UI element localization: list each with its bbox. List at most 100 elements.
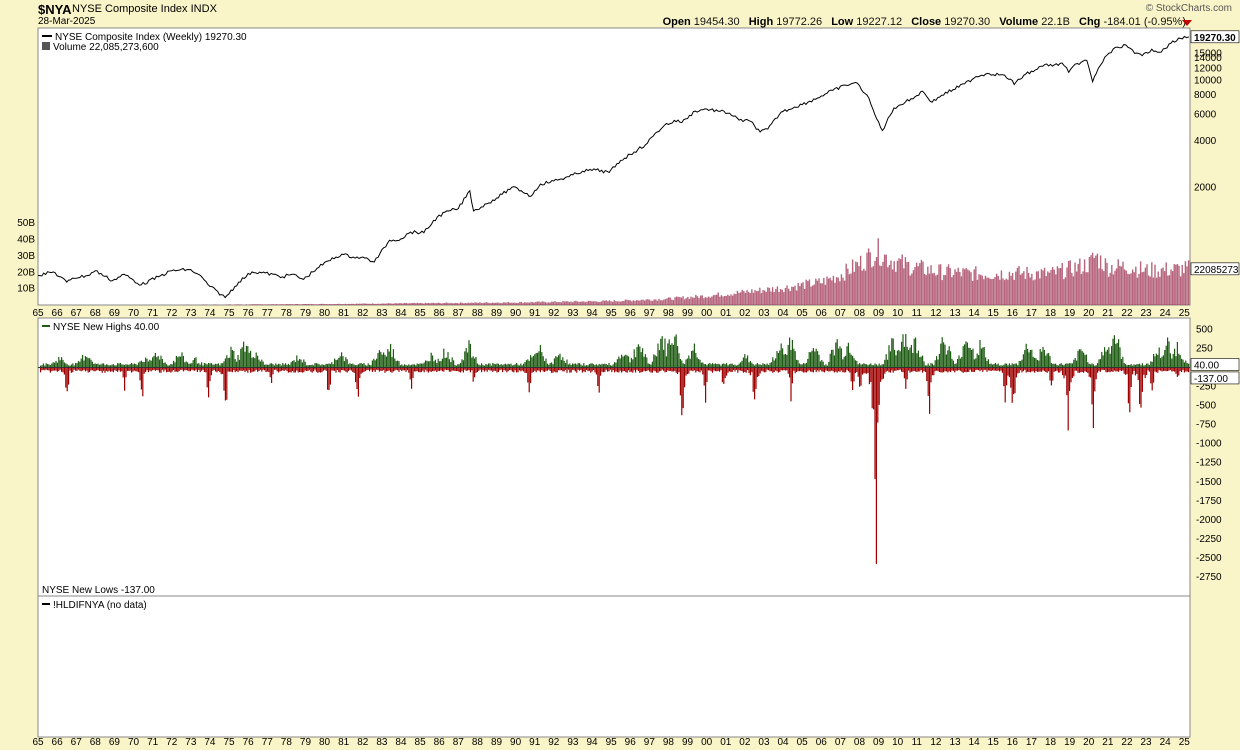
new-lows-bar <box>1001 367 1003 373</box>
volume-bar <box>741 289 743 305</box>
new-highs-bar <box>734 364 736 368</box>
new-highs-bar <box>352 363 354 368</box>
new-lows-bar <box>849 367 851 373</box>
volume-bar <box>904 257 907 305</box>
new-lows-bar <box>212 367 214 371</box>
volume-bar <box>1103 270 1105 305</box>
new-highs-bar <box>791 339 793 368</box>
new-highs-bar <box>975 358 977 368</box>
new-highs-bar <box>514 364 516 368</box>
volume-bar <box>952 275 955 305</box>
new-highs-bar <box>654 355 656 368</box>
volume-bar <box>927 266 929 305</box>
volume-bar <box>392 303 395 305</box>
volume-bar <box>1080 273 1083 305</box>
new-lows-bar <box>401 367 403 372</box>
new-highs-bar <box>801 364 803 368</box>
volume-value: 22.1B <box>1041 16 1070 28</box>
new-lows-bar <box>853 367 855 382</box>
new-lows-bar <box>1048 367 1050 372</box>
new-highs-bar <box>773 360 775 368</box>
new-highs-bar <box>992 364 994 368</box>
new-lows-bar <box>602 367 604 373</box>
new-lows-bar <box>993 367 995 371</box>
new-lows-bar <box>412 367 414 378</box>
volume-bar <box>805 279 807 305</box>
new-highs-bar <box>859 363 861 368</box>
volume-bar <box>253 304 255 305</box>
volume-bar <box>840 274 843 305</box>
new-highs-bar <box>392 349 394 368</box>
new-lows-bar <box>1035 367 1037 372</box>
new-highs-bar <box>698 359 700 368</box>
new-highs-bar <box>345 357 347 368</box>
new-highs-bar <box>152 357 154 368</box>
new-highs-bar <box>1056 365 1058 368</box>
new-lows-bar <box>104 367 106 373</box>
new-highs-bar <box>289 364 291 368</box>
volume-bar <box>845 263 847 305</box>
volume-bar <box>1003 280 1006 305</box>
volume-bar <box>723 296 726 305</box>
new-lows-bar <box>287 367 289 373</box>
new-lows-bar <box>255 367 257 370</box>
new-highs-bar <box>76 363 78 368</box>
new-lows-bar <box>205 367 207 373</box>
copyright-label[interactable]: © StockCharts.com <box>1145 3 1232 14</box>
new-lows-bar <box>1136 367 1138 374</box>
new-lows-bar <box>1105 367 1107 373</box>
x-tick-label-bottom: 18 <box>1045 737 1057 748</box>
volume-bar <box>357 303 359 305</box>
volume-bar <box>507 301 510 305</box>
new-lows-bar <box>546 367 548 371</box>
new-highs-bar <box>871 364 873 368</box>
new-highs-bar <box>321 364 323 368</box>
new-lows-bar <box>951 367 953 371</box>
new-highs-bar <box>1108 347 1110 368</box>
new-lows-bar <box>220 367 222 375</box>
x-tick-label-top: 72 <box>166 308 178 319</box>
new-lows-bar <box>69 367 71 371</box>
new-highs-bar <box>633 349 635 368</box>
volume-bar <box>907 261 910 305</box>
new-highs-bar <box>520 363 522 368</box>
new-highs-bar <box>997 363 999 368</box>
new-highs-bar <box>181 352 183 368</box>
x-tick-label-bottom: 93 <box>567 737 579 748</box>
volume-bar <box>544 302 547 305</box>
volume-bar <box>403 302 406 305</box>
volume-bar <box>994 277 996 305</box>
volume-bar <box>520 301 523 305</box>
volume-bar <box>887 267 889 305</box>
new-highs-bar <box>166 364 168 368</box>
new-lows-bar <box>54 367 56 371</box>
volume-bar <box>339 304 342 305</box>
new-lows-bar <box>300 367 302 373</box>
new-lows-bar <box>1130 367 1132 387</box>
new-lows-bar <box>541 367 543 370</box>
new-highs-bar <box>201 362 203 368</box>
volume-bar <box>826 276 828 305</box>
new-lows-bar <box>801 367 803 372</box>
new-lows-bar <box>76 367 78 371</box>
new-highs-bar <box>486 364 488 368</box>
new-highs-bar <box>149 359 151 368</box>
new-highs-bar <box>208 363 210 368</box>
new-lows-bar <box>290 367 292 373</box>
new-lows-bar <box>551 367 553 373</box>
new-highs-bar <box>964 344 966 368</box>
new-highs-bar <box>62 359 64 368</box>
price-line <box>37 35 1190 299</box>
new-highs-bar <box>794 351 796 368</box>
volume-bar <box>1008 271 1011 305</box>
new-lows-bar <box>1032 367 1034 372</box>
new-highs-bar <box>902 334 904 368</box>
new-highs-bar <box>696 357 698 368</box>
new-lows-bar <box>650 367 652 373</box>
new-lows-bar <box>653 367 655 371</box>
new-highs-bar <box>1024 349 1026 368</box>
new-lows-bar <box>973 367 975 372</box>
new-lows-bar <box>350 367 352 371</box>
new-highs-bar <box>952 360 954 368</box>
